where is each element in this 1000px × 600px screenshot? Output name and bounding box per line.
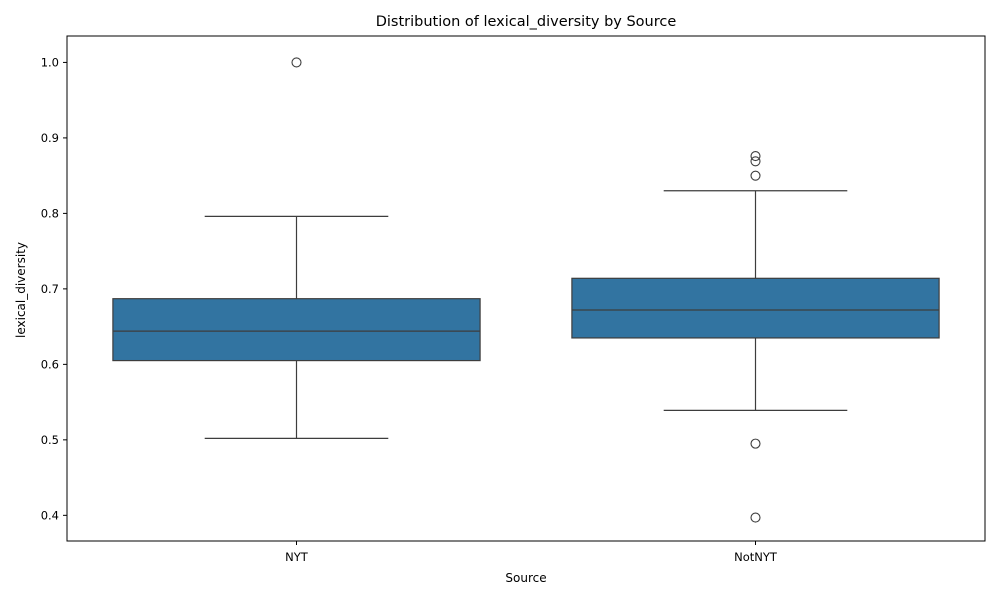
box-notnyt xyxy=(571,277,940,339)
x-axis-label: Source xyxy=(505,571,546,585)
outlier-point-notnyt xyxy=(750,170,761,181)
y-tick-label: 0.7 xyxy=(41,282,59,296)
x-tick-label: NYT xyxy=(285,550,309,564)
outlier-point-notnyt xyxy=(750,438,761,449)
x-tick-label: NotNYT xyxy=(734,550,778,564)
chart-title: Distribution of lexical_diversity by Sou… xyxy=(376,14,677,30)
plot-area: 0.4 0.5 0.6 0.7 0.8 0.9 1.0 NYT NotNYT xyxy=(41,35,986,564)
y-tick-label: 0.5 xyxy=(41,433,59,447)
box-nyt xyxy=(112,298,481,362)
y-tick-label: 0.6 xyxy=(41,357,59,371)
y-tick-label: 0.8 xyxy=(41,206,59,220)
outlier-point-notnyt xyxy=(750,512,761,523)
y-tick-label: 1.0 xyxy=(41,55,59,69)
outlier-point-nyt xyxy=(291,57,302,68)
outlier-point-notnyt xyxy=(750,156,761,167)
y-tick-label: 0.9 xyxy=(41,131,59,145)
y-axis-label: lexical_diversity xyxy=(14,242,28,338)
outlier-point-notnyt xyxy=(750,150,761,162)
y-tick-label: 0.4 xyxy=(41,508,59,522)
